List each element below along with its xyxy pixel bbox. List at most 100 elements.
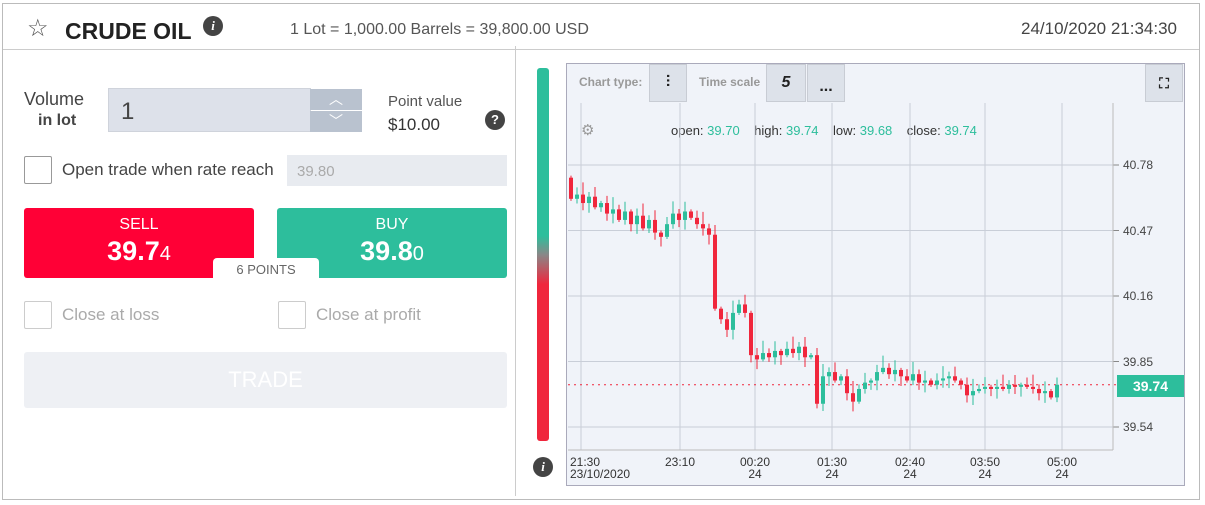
candle-body: [671, 213, 675, 225]
x-tick-time: 03:50: [969, 455, 1001, 469]
candle-body: [695, 217, 699, 225]
candle-body: [941, 378, 945, 381]
volume-increase-button[interactable]: ︿: [310, 89, 362, 110]
candle-body: [689, 211, 693, 218]
candle-body: [1055, 384, 1059, 398]
candle-body: [875, 372, 879, 381]
candle-body: [701, 224, 705, 229]
candle-body: [653, 219, 657, 233]
candle-body: [899, 369, 903, 377]
x-tick-label: 03:50 24: [967, 456, 1003, 480]
low-value: 39.68: [859, 123, 893, 138]
candle-body: [815, 355, 819, 404]
candle-body: [995, 386, 999, 389]
candle-body: [965, 384, 969, 396]
candle-body: [587, 196, 591, 204]
point-value: $10.00: [388, 115, 440, 134]
candle-body: [749, 312, 753, 356]
chart-type-candles-icon[interactable]: ⫶: [649, 64, 687, 102]
candle-body: [959, 380, 963, 385]
more-options-button[interactable]: ...: [807, 64, 845, 102]
info-icon[interactable]: i: [203, 16, 223, 36]
trade-button[interactable]: TRADE: [24, 352, 507, 408]
candle-body: [659, 232, 663, 237]
candle-body: [569, 177, 573, 199]
x-tick-label: 05:00 24: [1044, 456, 1080, 480]
open-label: open:: [671, 123, 704, 138]
x-tick-time: 23:10: [664, 455, 696, 469]
close-at-loss-checkbox[interactable]: [24, 301, 52, 329]
close-at-profit-label: Close at profit: [316, 305, 421, 324]
instrument-title: CRUDE OIL: [65, 18, 192, 44]
x-tick-date: 24: [825, 467, 839, 481]
candle-body: [677, 213, 681, 220]
x-tick-time: 21:30: [570, 455, 601, 469]
sell-price-pip: 4: [159, 243, 171, 265]
candle-body: [977, 388, 981, 392]
candle-body: [929, 380, 933, 385]
candle-body: [803, 346, 807, 358]
candle-body: [1007, 384, 1011, 389]
sell-price: 39.7: [107, 236, 160, 266]
candle-body: [617, 209, 621, 220]
favorite-star-icon[interactable]: ☆: [27, 15, 49, 42]
candle-body: [845, 376, 849, 394]
settings-gear-icon[interactable]: ⚙: [581, 122, 595, 139]
chart-info-icon[interactable]: i: [533, 457, 553, 477]
candle-body: [881, 367, 885, 373]
candle-body: [581, 194, 585, 204]
x-tick-date: 23/10/2020: [570, 467, 631, 481]
candle-body: [599, 203, 603, 208]
chart-panel: [566, 63, 1185, 486]
candle-body: [683, 211, 687, 220]
candle-body: [731, 312, 735, 330]
x-tick-label: 21:30 23/10/2020: [570, 456, 630, 480]
close-at-profit-checkbox[interactable]: [278, 301, 306, 329]
point-value-label: Point value: [388, 93, 463, 110]
lot-info: 1 Lot = 1,000.00 Barrels = 39,800.00 USD: [290, 21, 589, 38]
y-tick-label: 40.47: [1123, 223, 1154, 238]
fullscreen-icon[interactable]: ⛶: [1145, 64, 1183, 102]
sentiment-bar: [537, 68, 549, 441]
open-trade-checkbox[interactable]: [24, 156, 52, 184]
volume-decrease-button[interactable]: ﹀: [310, 111, 362, 132]
candle-body: [1013, 384, 1017, 387]
candle-body: [1031, 386, 1035, 389]
help-icon[interactable]: ?: [485, 110, 505, 130]
x-tick-date: 24: [903, 467, 917, 481]
candle-body: [1019, 384, 1023, 387]
candle-body: [635, 215, 639, 225]
candle-body: [773, 350, 777, 358]
candle-body: [935, 380, 939, 385]
time-scale-button[interactable]: 5: [766, 64, 806, 102]
x-tick-label: 00:20 24: [737, 456, 773, 480]
candle-body: [947, 376, 951, 379]
candle-body: [779, 350, 783, 356]
x-tick-label: 01:30 24: [814, 456, 850, 480]
close-at-loss-label: Close at loss: [62, 305, 160, 324]
x-tick-label: 23:10: [662, 456, 698, 468]
candle-body: [1043, 391, 1047, 394]
close-label: close:: [906, 123, 941, 138]
candle-body: [737, 304, 741, 313]
time-scale-label: Time scale: [699, 75, 761, 89]
x-tick-time: 01:30: [816, 455, 848, 469]
candle-body: [1049, 391, 1053, 398]
high-value: 39.74: [786, 123, 819, 138]
x-tick-label: 02:40 24: [892, 456, 928, 480]
candle-body: [719, 308, 723, 320]
candle-body: [857, 388, 861, 402]
buy-price: 39.8: [360, 236, 413, 266]
candle-body: [629, 211, 633, 225]
candle-body: [767, 353, 771, 358]
candle-body: [863, 382, 867, 389]
candle-body: [953, 376, 957, 381]
candle-body: [797, 346, 801, 354]
open-trade-rate-input[interactable]: 39.80: [287, 155, 507, 186]
candle-body: [869, 380, 873, 383]
volume-input[interactable]: 1: [108, 88, 311, 132]
y-tick-label: 40.16: [1123, 289, 1154, 303]
buy-label: BUY: [375, 216, 409, 233]
candle-body: [893, 369, 897, 375]
